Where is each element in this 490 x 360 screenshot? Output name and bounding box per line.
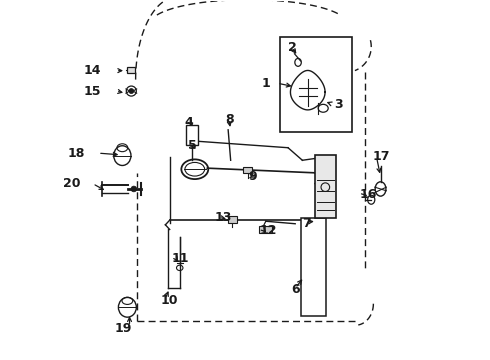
Text: 2: 2 bbox=[288, 41, 297, 54]
Text: 3: 3 bbox=[335, 98, 343, 111]
Text: 20: 20 bbox=[63, 177, 80, 190]
Bar bbox=[186, 125, 198, 145]
Text: 18: 18 bbox=[68, 147, 85, 159]
Circle shape bbox=[129, 89, 134, 94]
Text: 1: 1 bbox=[261, 77, 270, 90]
Text: 9: 9 bbox=[248, 170, 257, 183]
Text: 11: 11 bbox=[172, 252, 189, 265]
Bar bbox=[126, 67, 135, 73]
Text: 16: 16 bbox=[360, 188, 377, 201]
Bar bbox=[301, 218, 326, 316]
Text: 5: 5 bbox=[188, 139, 196, 152]
Bar bbox=[280, 37, 352, 132]
Bar bbox=[259, 226, 272, 233]
Bar bbox=[243, 167, 252, 173]
Text: 12: 12 bbox=[259, 224, 277, 237]
Text: 14: 14 bbox=[84, 64, 101, 77]
Text: 6: 6 bbox=[292, 283, 300, 296]
Text: 7: 7 bbox=[302, 216, 311, 230]
Circle shape bbox=[131, 186, 137, 192]
Bar bbox=[228, 216, 237, 223]
Text: 19: 19 bbox=[114, 322, 131, 335]
Text: 10: 10 bbox=[161, 294, 178, 307]
Text: 17: 17 bbox=[372, 150, 390, 163]
Bar bbox=[315, 155, 336, 218]
Text: 15: 15 bbox=[84, 85, 101, 98]
Text: 4: 4 bbox=[184, 116, 193, 129]
Text: 8: 8 bbox=[225, 113, 234, 126]
Text: 13: 13 bbox=[215, 211, 232, 224]
